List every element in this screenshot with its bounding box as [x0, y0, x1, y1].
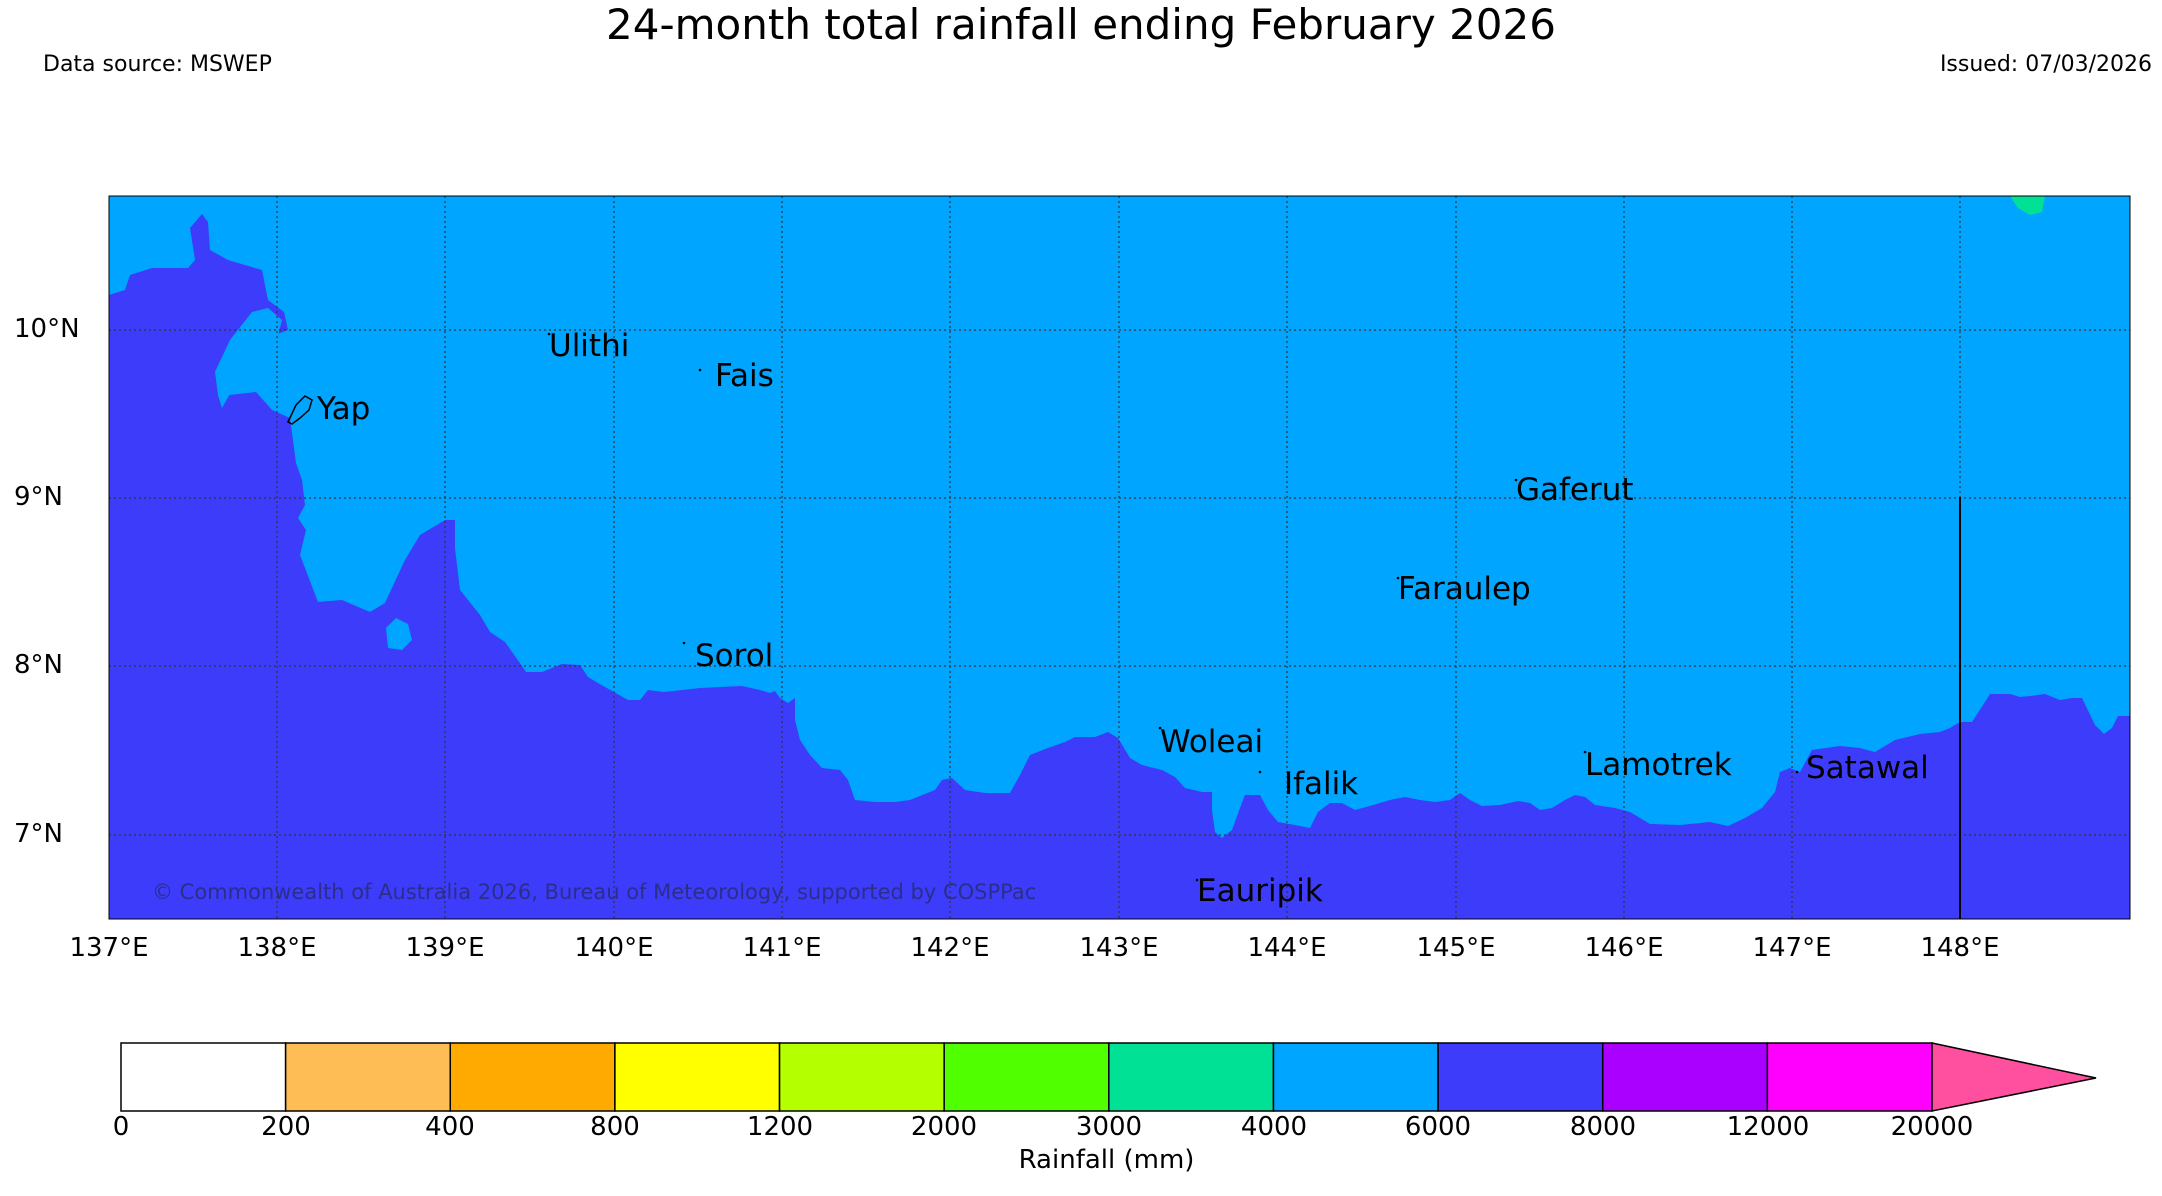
yap-island-outline: [287, 395, 313, 425]
lon-label-147e: 147°E: [1752, 933, 1832, 963]
colorbar-label: Rainfall (mm): [1018, 1145, 1195, 1175]
colorbar-segment: [614, 1042, 781, 1112]
place-label-lamotrek: Lamotrek: [1585, 747, 1732, 783]
colorbar-tick: 3000: [1075, 1112, 1143, 1142]
colorbar-tick: 6000: [1404, 1112, 1472, 1142]
colorbar-segment: [1272, 1042, 1439, 1112]
colorbar-segment: [778, 1042, 945, 1112]
colorbar-tick: 0: [112, 1112, 130, 1142]
lon-label-140e: 140°E: [574, 933, 654, 963]
place-label-sorol: Sorol: [695, 638, 774, 674]
colorbar-segment: [943, 1042, 1110, 1112]
lower-rainfall-patch: [2010, 196, 2045, 215]
place-label-eauripik: Eauripik: [1197, 873, 1323, 909]
small-light-pocket: [386, 618, 412, 650]
place-label-faraulep: Faraulep: [1398, 571, 1531, 607]
colorbar-segment: [284, 1042, 452, 1112]
lon-label-142e: 142°E: [910, 933, 990, 963]
lon-label-145e: 145°E: [1416, 933, 1496, 963]
lon-label-138e: 138°E: [237, 933, 317, 963]
map-border: [108, 195, 2131, 920]
chart-title: 24-month total rainfall ending February …: [606, 0, 1556, 49]
lon-label-143e: 143°E: [1079, 933, 1159, 963]
colorbar-segments: [120, 1042, 1933, 1112]
colorbar-tick: 400: [425, 1112, 475, 1142]
data-source-label: Data source: MSWEP: [43, 52, 272, 77]
place-label-fais: Fais: [715, 358, 774, 394]
colorbar-tick: 20000: [1890, 1112, 1974, 1142]
lat-label-10n: 10°N: [14, 314, 80, 344]
colorbar-tick: 200: [261, 1112, 311, 1142]
colorbar-segment: [1766, 1042, 1933, 1112]
colorbar-extend-arrow: [1931, 1042, 2097, 1112]
colorbar-segment: [120, 1042, 287, 1112]
lon-label-148e: 148°E: [1920, 933, 2000, 963]
colorbar-segment: [1601, 1042, 1769, 1112]
island-markers: [547, 332, 1799, 882]
lon-label-144e: 144°E: [1247, 933, 1327, 963]
place-label-ulithi: Ulithi: [549, 328, 630, 364]
colorbar-tick: 12000: [1726, 1112, 1810, 1142]
colorbar-tick: 1200: [746, 1112, 814, 1142]
lat-label-9n: 9°N: [14, 482, 63, 512]
lon-label-139e: 139°E: [405, 933, 485, 963]
colorbar-tick: 8000: [1569, 1112, 1637, 1142]
colorbar-segment: [1437, 1042, 1604, 1112]
place-label-woleai: Woleai: [1160, 724, 1264, 760]
place-label-ifalik: Ifalik: [1284, 766, 1359, 802]
lat-label-7n: 7°N: [14, 819, 63, 849]
colorbar-segment: [1108, 1042, 1275, 1112]
place-label-gaferut: Gaferut: [1516, 472, 1634, 508]
colorbar-segment: [449, 1042, 616, 1112]
lat-label-8n: 8°N: [14, 650, 63, 680]
copyright-notice: © Commonwealth of Australia 2026, Bureau…: [152, 880, 1037, 904]
issued-date-label: Issued: 07/03/2026: [1939, 52, 2152, 77]
yap-light-pocket: [215, 308, 282, 408]
lon-label-141e: 141°E: [742, 933, 822, 963]
map-gridlines: [109, 196, 2130, 919]
place-label-satawal: Satawal: [1806, 750, 1929, 786]
place-label-yap: Yap: [317, 391, 371, 427]
colorbar-tick: 2000: [910, 1112, 978, 1142]
colorbar-tick: 4000: [1240, 1112, 1308, 1142]
colorbar-tick: 800: [590, 1112, 640, 1142]
lon-label-137e: 137°E: [69, 933, 149, 963]
lon-label-146e: 146°E: [1584, 933, 1664, 963]
